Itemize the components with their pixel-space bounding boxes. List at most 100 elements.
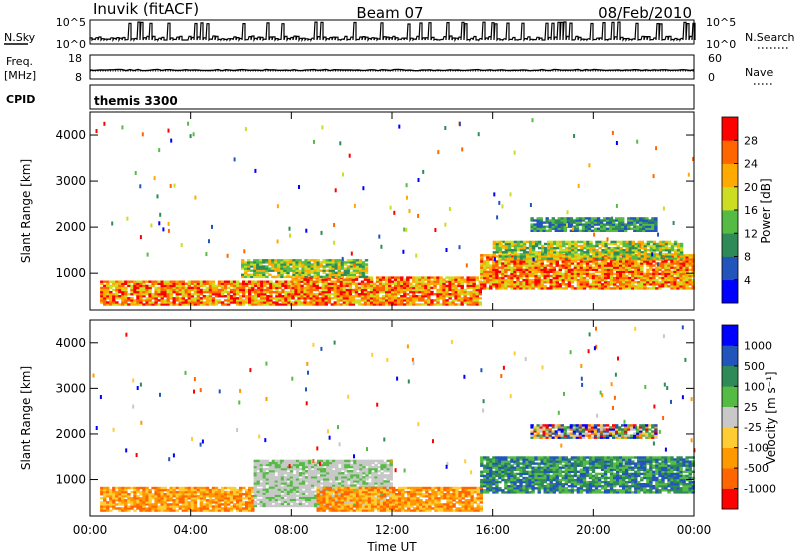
echo-cell-1783	[480, 256, 484, 259]
echo-cell-181	[151, 293, 155, 296]
echo-cell-395	[211, 501, 216, 504]
echo-cell-357	[199, 490, 204, 494]
echo-cell-1648	[319, 261, 323, 264]
echo-cell-1570	[292, 271, 296, 274]
echo-cell-914	[307, 500, 312, 504]
echo-cell-237	[166, 284, 170, 288]
echo-cell-1124	[400, 280, 404, 283]
echo-cell-937	[354, 282, 359, 285]
echo-cell-2027	[531, 287, 535, 290]
echo-cell-164	[145, 284, 149, 288]
echo-cell-288	[181, 497, 185, 500]
echo-cell-782	[318, 303, 322, 306]
echo-cell-330	[193, 293, 198, 296]
echo-cell-2903	[513, 240, 518, 244]
echo-cell-44	[112, 503, 116, 506]
echo-cell-2861	[498, 244, 503, 248]
echo-cell-371	[205, 509, 210, 512]
echo-cell-2661	[658, 276, 662, 280]
echo-cell-2755	[676, 266, 680, 269]
echo-cell-2918	[519, 242, 524, 246]
echo-cell-703	[274, 463, 279, 467]
echo-cell-1951	[516, 283, 520, 286]
echo-cell-723	[303, 290, 307, 294]
echo-cell-1537	[280, 273, 284, 276]
echo-cell-964	[314, 482, 318, 485]
echo-cell-2241	[573, 266, 578, 269]
echo-cell-484	[239, 290, 243, 294]
echo-cell-829	[292, 465, 297, 469]
echo-cell-2451	[616, 270, 620, 273]
echo-cell-3083	[583, 240, 587, 244]
echo-cell-58	[115, 288, 119, 292]
echo-cell-970	[363, 278, 368, 281]
echo-cell-3038	[568, 253, 572, 256]
echo-cell-145	[139, 280, 143, 283]
echo-cell-64	[118, 297, 122, 300]
echo-cell-891	[301, 463, 306, 467]
echo-cell-374	[205, 503, 210, 506]
echo-cell-304	[187, 303, 191, 306]
echo-cell-1162	[341, 463, 345, 467]
echo-cell-2742	[673, 260, 677, 263]
echo-cell-3455	[590, 217, 595, 220]
echo-cell-470	[232, 499, 237, 502]
power-y-axis-label: Slant Range [km]	[19, 159, 33, 263]
echo-cell-1020	[375, 280, 380, 283]
echo-cell-370	[202, 486, 207, 490]
echo-cell-2048	[534, 274, 538, 278]
echo-cell-115	[133, 293, 137, 296]
echo-cell-2172	[558, 258, 562, 261]
echo-cell-1063	[388, 299, 392, 302]
echo-cell-474	[232, 490, 237, 494]
echo-cell-1118	[400, 295, 404, 298]
echo-cell-1181	[344, 467, 348, 471]
echo-cell-3276	[658, 242, 663, 246]
echo-cell-3548	[639, 227, 643, 230]
echo-cell-216	[160, 490, 164, 494]
colorbar-swatch-3	[722, 210, 738, 234]
echo-cell-368	[205, 303, 210, 306]
echo-cell-17	[103, 288, 107, 292]
echo-cell-1304	[448, 303, 452, 306]
echo-cell-1342	[457, 299, 461, 302]
echo-cell-1153	[409, 299, 413, 302]
echo-cell-225	[163, 497, 167, 500]
echo-cell-988	[317, 478, 321, 481]
echo-cell-3000	[553, 253, 557, 256]
echo-cell-697	[274, 480, 279, 483]
echo-cell-3338	[533, 225, 537, 228]
echo-cell-292	[181, 488, 185, 492]
echo-cell-3219	[637, 246, 641, 250]
echo-cell-609	[275, 295, 279, 298]
echo-cell-762	[283, 472, 288, 475]
echo-cell-694	[297, 299, 301, 302]
echo-cell-732	[306, 297, 310, 300]
echo-cell-1551	[283, 261, 287, 264]
echo-cell-2406	[606, 268, 611, 271]
echo-cell-3252	[649, 240, 654, 244]
echo-cell-1249	[433, 293, 437, 296]
echo-cell-1532	[277, 265, 281, 268]
echo-cell-809	[324, 295, 328, 298]
echo-cell-222	[163, 503, 167, 506]
echo-cell-124	[136, 299, 140, 302]
echo-cell-3525	[627, 223, 631, 226]
echo-cell-870	[298, 463, 303, 467]
echo-cell-160	[145, 293, 149, 296]
echo-cell-2850	[495, 251, 500, 254]
echo-cell-418	[217, 501, 222, 504]
echo-cell-1029	[323, 478, 327, 481]
echo-cell-3523	[627, 227, 631, 230]
echo-cell-905	[304, 476, 309, 479]
echo-cell-3298	[667, 246, 672, 250]
echo-cell-3503	[615, 219, 619, 222]
echo-cell-71	[118, 486, 122, 490]
echo-cell-1987	[522, 268, 526, 271]
echo-cell-2366	[600, 285, 605, 288]
echo-cell-1727	[349, 259, 354, 262]
echo-cell-2892	[510, 244, 515, 248]
echo-cell-597	[269, 280, 273, 283]
echo-cell-255	[172, 290, 176, 294]
echo-cell-486	[239, 286, 243, 290]
